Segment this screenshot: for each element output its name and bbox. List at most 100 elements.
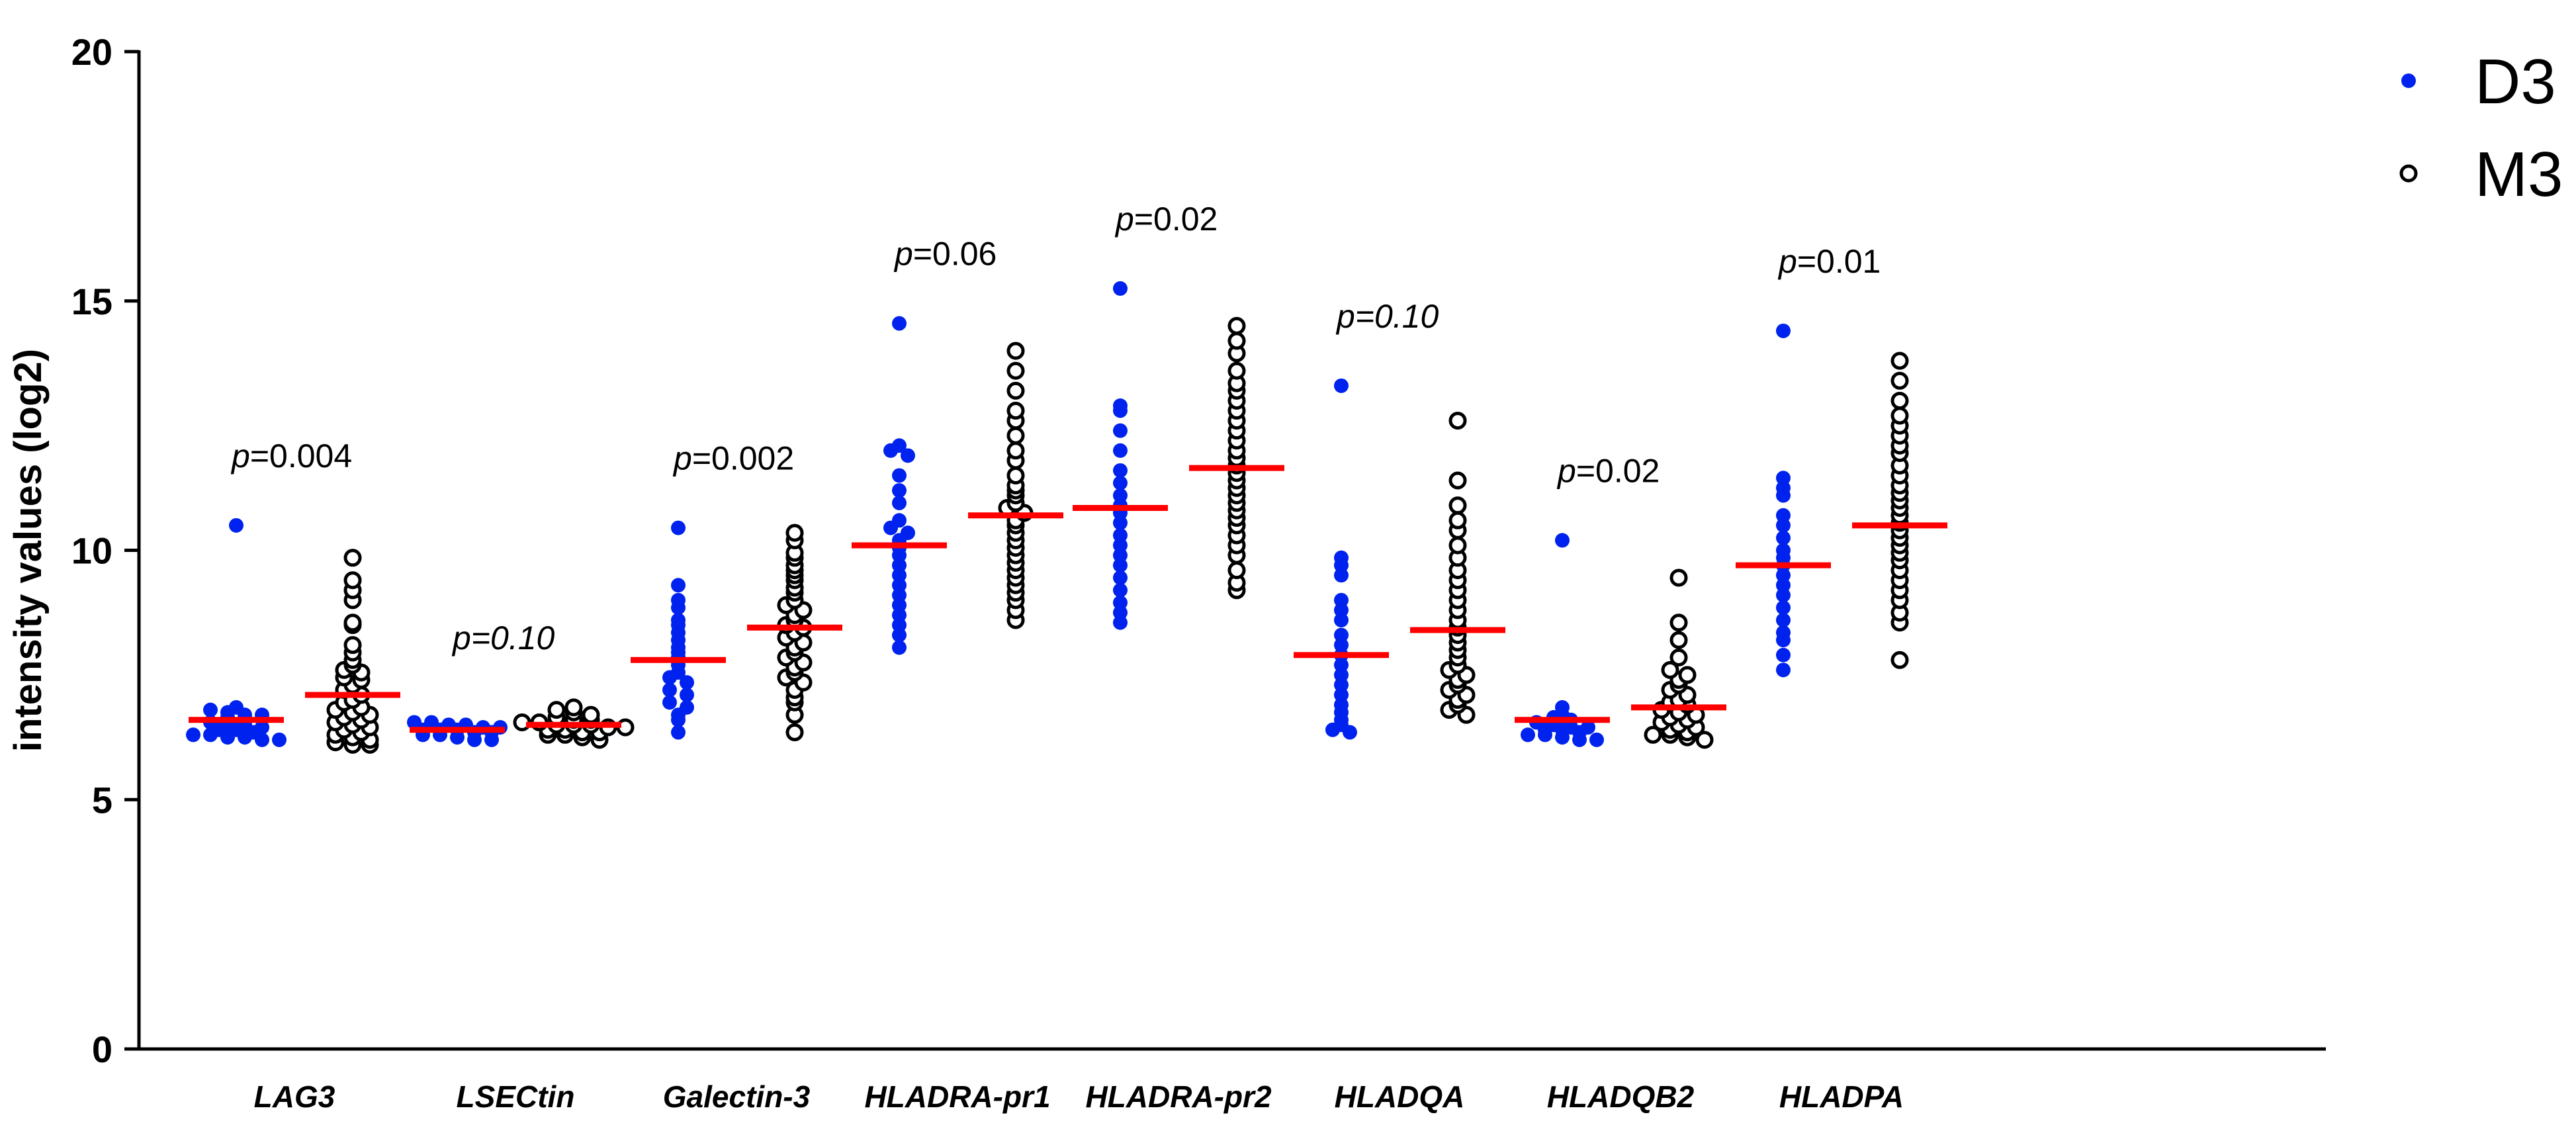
x-category-label: HLADQB2 <box>1547 1079 1695 1114</box>
y-tick-label: 10 <box>71 530 112 572</box>
d3-point <box>892 578 907 593</box>
m3-point <box>1669 631 1688 649</box>
d3-point <box>1334 378 1349 393</box>
p-value-label: p=0.004 <box>230 437 352 475</box>
d3-point <box>1334 612 1349 627</box>
d3-point <box>1113 537 1128 553</box>
m3-point <box>1448 412 1467 430</box>
m3-point <box>1006 402 1025 420</box>
d3-point <box>1776 518 1791 533</box>
d3-point <box>1113 463 1128 478</box>
m3-point <box>1448 511 1467 529</box>
d3-point <box>892 513 907 528</box>
d3-point <box>1334 657 1349 672</box>
p-value-text: =0.02 <box>1576 452 1660 489</box>
p-value-text: =0.10 <box>1355 298 1439 335</box>
d3-point <box>1776 508 1791 523</box>
d3-point <box>1334 602 1349 617</box>
m3-point <box>1227 561 1246 580</box>
y-axis-label: intensity values (log2) <box>7 349 50 752</box>
p-value-label: p=0.10 <box>1335 298 1439 335</box>
m3-point <box>1006 466 1025 484</box>
d3-point <box>1113 281 1128 296</box>
d3-point <box>892 483 907 498</box>
d3-point <box>1776 625 1791 640</box>
p-value-text: =0.01 <box>1797 243 1881 280</box>
p-symbol: p <box>1777 243 1797 280</box>
p-value-text: =0.02 <box>1134 201 1218 238</box>
legend-m3-marker <box>2399 164 2418 183</box>
d3-point <box>1555 700 1570 715</box>
m3-point <box>1661 660 1679 679</box>
x-category-label: HLADRA-pr2 <box>1085 1079 1272 1114</box>
d3-point <box>892 598 907 613</box>
m3-point <box>1890 651 1909 669</box>
m3-point <box>582 705 600 724</box>
d3-point <box>892 608 907 623</box>
x-category-label: LAG3 <box>254 1079 335 1114</box>
d3-point <box>1334 627 1349 643</box>
d3-point <box>1113 423 1128 438</box>
d3-point <box>892 495 907 510</box>
d3-point <box>1776 578 1791 593</box>
m3-point <box>1669 614 1688 632</box>
d3-point <box>424 715 439 730</box>
m3-point <box>1227 332 1246 350</box>
m3-point <box>1227 361 1246 380</box>
y-tick-label: 15 <box>71 281 112 322</box>
d3-point <box>892 558 907 573</box>
m3-point <box>1890 391 1909 410</box>
d3-point <box>1555 533 1570 548</box>
d3-point <box>186 727 200 743</box>
d3-point <box>1776 530 1791 545</box>
d3-point <box>892 568 907 583</box>
d3-point <box>1776 647 1791 662</box>
d3-point <box>892 438 907 453</box>
p-value-text: =0.002 <box>692 440 794 477</box>
m3-point <box>1890 371 1909 390</box>
d3-point <box>1776 568 1791 583</box>
d3-point <box>1334 698 1349 713</box>
d3-point <box>1113 582 1128 598</box>
m3-point <box>343 571 362 590</box>
p-value-text: =0.10 <box>471 619 555 657</box>
d3-point <box>1113 398 1128 413</box>
p-symbol: p <box>893 236 913 273</box>
p-symbol: p <box>451 619 471 657</box>
d3-point <box>892 640 907 655</box>
d3-point <box>680 688 694 703</box>
d3-point <box>407 715 422 730</box>
m3-point <box>1669 568 1688 587</box>
x-category-label: HLADQA <box>1335 1079 1465 1114</box>
m3-point <box>564 698 583 717</box>
d3-point <box>1776 543 1791 558</box>
d3-point <box>892 588 907 603</box>
m3-point <box>1006 341 1025 360</box>
d3-point <box>229 700 244 715</box>
d3-point <box>1113 443 1128 458</box>
p-value-label: p=0.10 <box>451 619 555 657</box>
m3-point <box>1644 725 1662 744</box>
y-tick-label: 5 <box>92 779 112 821</box>
legend-d3-marker <box>2401 73 2416 88</box>
x-category-label: HLADRA-pr1 <box>864 1079 1050 1114</box>
d3-point <box>229 518 244 533</box>
legend-d3-label: D3 <box>2475 46 2556 117</box>
d3-point <box>680 700 694 715</box>
p-value-label: p=0.01 <box>1777 243 1881 280</box>
d3-point <box>203 702 218 717</box>
d3-point <box>1113 570 1128 585</box>
x-category-label: HLADPA <box>1779 1079 1904 1114</box>
d3-point <box>1776 323 1791 338</box>
d3-point <box>255 719 269 735</box>
y-tick-label: 20 <box>71 31 112 73</box>
x-category-label: LSECtin <box>457 1079 575 1114</box>
d3-point <box>1113 595 1128 610</box>
d3-point <box>892 316 907 331</box>
d3-point <box>671 578 686 593</box>
d3-point <box>1334 550 1349 565</box>
d3-point <box>1776 480 1791 496</box>
d3-point <box>1334 592 1349 608</box>
p-symbol: p <box>1556 452 1576 489</box>
